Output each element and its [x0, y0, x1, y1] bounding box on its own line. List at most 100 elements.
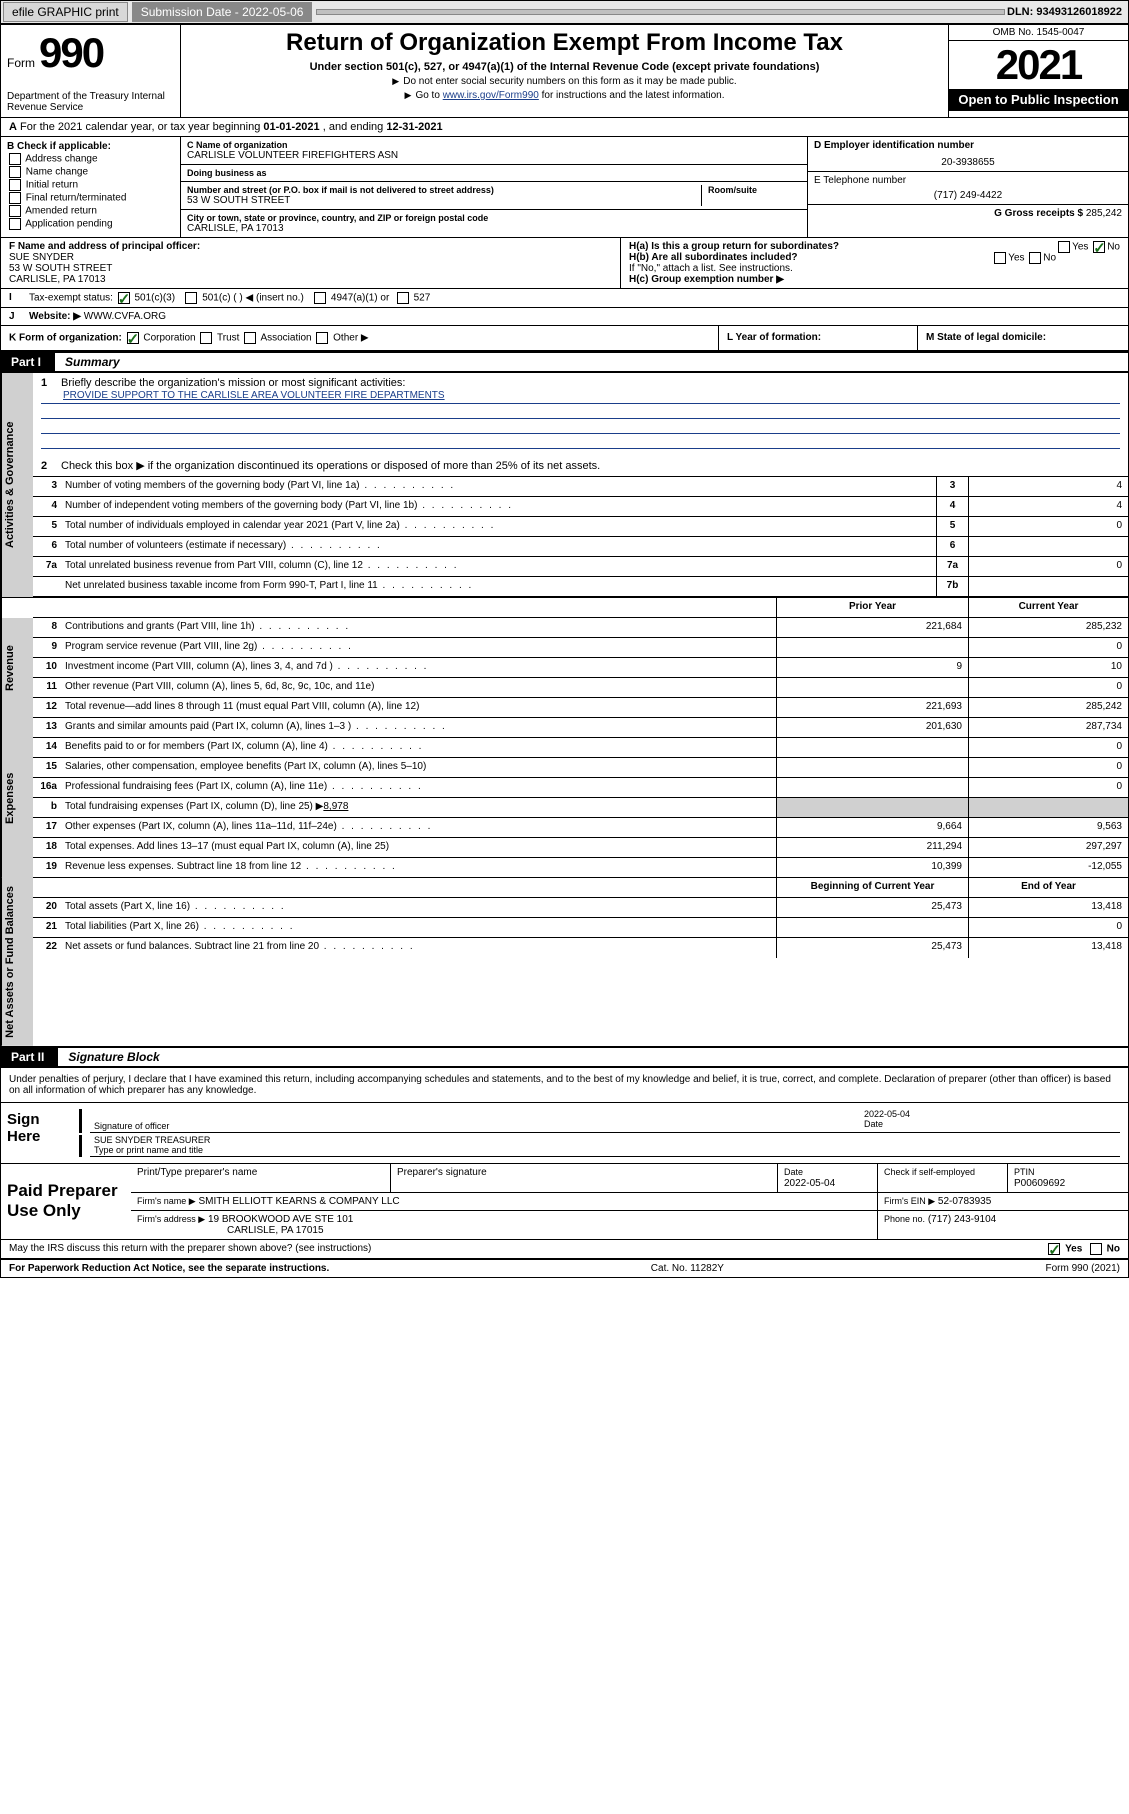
chk-other[interactable]: [316, 332, 328, 344]
prep-date-cell: Date2022-05-04: [778, 1164, 878, 1192]
part1-num: Part I: [1, 353, 51, 371]
irs-link[interactable]: www.irs.gov/Form990: [443, 90, 539, 101]
chk-501c3[interactable]: [118, 292, 130, 304]
q1-label: Briefly describe the organization's miss…: [61, 377, 405, 389]
form-container: Form 990 Department of the Treasury Inte…: [0, 24, 1129, 1278]
row-klm: K Form of organization: Corporation Trus…: [1, 326, 1128, 351]
row-15: 15Salaries, other compensation, employee…: [33, 758, 1128, 778]
form-number: Form 990: [7, 29, 174, 77]
firm-name-cell: Firm's name ▶ SMITH ELLIOTT KEARNS & COM…: [131, 1193, 878, 1210]
part2-title: Signature Block: [58, 1048, 1128, 1066]
chk-trust[interactable]: [200, 332, 212, 344]
org-name-label: C Name of organization: [187, 140, 801, 150]
firm-phone-cell: Phone no. (717) 243-9104: [878, 1211, 1128, 1239]
chk-501c[interactable]: [185, 292, 197, 304]
form-of-org: K Form of organization: Corporation Trus…: [1, 326, 718, 350]
hc-row: H(c) Group exemption number ▶: [629, 274, 1120, 285]
row-a-label: A: [9, 121, 17, 133]
part1-header: Part I Summary: [1, 351, 1128, 373]
net-col-headers: Beginning of Current Year End of Year: [33, 878, 1128, 898]
form-title: Return of Organization Exempt From Incom…: [189, 29, 940, 57]
phone-cell: E Telephone number (717) 249-4422: [808, 172, 1128, 205]
prep-self-emp: Check if self-employed: [878, 1164, 1008, 1192]
row-14: 14Benefits paid to or for members (Part …: [33, 738, 1128, 758]
street-cell: Number and street (or P.O. box if mail i…: [181, 182, 807, 210]
row-20: 20Total assets (Part X, line 16)25,47313…: [33, 898, 1128, 918]
end-year-header: End of Year: [968, 878, 1128, 897]
row-11: 11Other revenue (Part VIII, column (A), …: [33, 678, 1128, 698]
header-right: OMB No. 1545-0047 2021 Open to Public In…: [948, 25, 1128, 117]
sign-here-fields: Signature of officer 2022-05-04 Date SUE…: [71, 1103, 1128, 1163]
f-name: SUE SNYDER: [9, 252, 74, 263]
sign-here-label: Sign Here: [1, 1103, 71, 1163]
sig-name-title-cell: SUE SNYDER TREASURER Type or print name …: [90, 1135, 1120, 1157]
sig-date-cell: 2022-05-04 Date: [860, 1109, 1120, 1133]
chk-address-change[interactable]: Address change: [7, 153, 174, 165]
vtab-governance: Activities & Governance: [1, 373, 33, 597]
chk-4947[interactable]: [314, 292, 326, 304]
col-headers: Prior Year Current Year: [33, 598, 1128, 618]
chk-amended[interactable]: Amended return: [7, 205, 174, 217]
row-21: 21Total liabilities (Part X, line 26)0: [33, 918, 1128, 938]
city-cell: City or town, state or province, country…: [181, 210, 807, 237]
row-i: I Tax-exempt status: 501(c)(3) 501(c) ( …: [1, 289, 1128, 308]
street-value: 53 W SOUTH STREET: [187, 195, 701, 206]
subtitle-1: Under section 501(c), 527, or 4947(a)(1)…: [189, 61, 940, 73]
row-8: 8Contributions and grants (Part VIII, li…: [33, 618, 1128, 638]
row-4: 4Number of independent voting members of…: [33, 497, 1128, 517]
q2-text: Check this box ▶ if the organization dis…: [61, 460, 600, 472]
prep-sig-hdr: Preparer's signature: [391, 1164, 778, 1192]
ein-value: 20-3938655: [814, 157, 1122, 168]
row-7b: Net unrelated business taxable income fr…: [33, 577, 1128, 597]
col-b-checkboxes: B Check if applicable: Address change Na…: [1, 137, 181, 237]
expenses-section: Expenses 13Grants and similar amounts pa…: [1, 718, 1128, 878]
hb-yes-box[interactable]: [994, 252, 1006, 264]
current-year-header: Current Year: [968, 598, 1128, 617]
chk-association[interactable]: [244, 332, 256, 344]
chk-application-pending[interactable]: Application pending: [7, 218, 174, 230]
chk-527[interactable]: [397, 292, 409, 304]
revenue-section: Revenue 8Contributions and grants (Part …: [1, 618, 1128, 718]
discuss-yes-box[interactable]: [1048, 1243, 1060, 1255]
discuss-no-box[interactable]: [1090, 1243, 1102, 1255]
form-ref: Form 990 (2021): [1046, 1263, 1120, 1274]
sub3-pre: Go to: [415, 90, 442, 101]
ha-yes-box[interactable]: [1058, 241, 1070, 253]
principal-officer: F Name and address of principal officer:…: [1, 238, 621, 288]
hb-no-box[interactable]: [1029, 252, 1041, 264]
mission-text[interactable]: PROVIDE SUPPORT TO THE CARLISLE AREA VOL…: [63, 390, 445, 401]
chk-corporation[interactable]: [127, 332, 139, 344]
hb-note: If "No," attach a list. See instructions…: [629, 263, 1120, 274]
row-19: 19Revenue less expenses. Subtract line 1…: [33, 858, 1128, 878]
pra-notice: For Paperwork Reduction Act Notice, see …: [9, 1263, 329, 1274]
row-16a: 16aProfessional fundraising fees (Part I…: [33, 778, 1128, 798]
org-name-cell: C Name of organization CARLISLE VOLUNTEE…: [181, 137, 807, 165]
efile-print-button[interactable]: efile GRAPHIC print: [3, 2, 128, 22]
part1-title: Summary: [55, 353, 1128, 371]
chk-initial-return[interactable]: Initial return: [7, 179, 174, 191]
row-j: J Website: ▶ WWW.CVFA.ORG: [1, 308, 1128, 326]
room-label: Room/suite: [708, 185, 801, 195]
col-b-label: B Check if applicable:: [7, 141, 111, 152]
subtitle-2: Do not enter social security numbers on …: [189, 76, 940, 87]
firm-addr-cell: Firm's address ▶ 19 BROOKWOOD AVE STE 10…: [131, 1211, 878, 1239]
form-990-num: 990: [39, 29, 103, 77]
phone-value: (717) 249-4422: [814, 190, 1122, 201]
sub3-post: for instructions and the latest informat…: [539, 90, 725, 101]
perjury-declaration: Under penalties of perjury, I declare th…: [1, 1068, 1128, 1103]
open-public-badge: Open to Public Inspection: [949, 89, 1128, 111]
prep-ptin-cell: PTINP00609692: [1008, 1164, 1128, 1192]
form-header: Form 990 Department of the Treasury Inte…: [1, 25, 1128, 118]
subtitle-3: Go to www.irs.gov/Form990 for instructio…: [189, 90, 940, 101]
row-7a: 7aTotal unrelated business revenue from …: [33, 557, 1128, 577]
ha-no-box[interactable]: [1093, 241, 1105, 253]
gross-receipts-value: 285,242: [1086, 208, 1122, 219]
tax-exempt-label: Tax-exempt status:: [29, 293, 113, 304]
prior-year-header: Prior Year: [776, 598, 968, 617]
gross-receipts-cell: G Gross receipts $ 285,242: [808, 205, 1128, 222]
vtab-net-assets: Net Assets or Fund Balances: [1, 878, 33, 1046]
row-f-h: F Name and address of principal officer:…: [1, 238, 1128, 289]
f-addr2: CARLISLE, PA 17013: [9, 274, 106, 285]
chk-final-return[interactable]: Final return/terminated: [7, 192, 174, 204]
chk-name-change[interactable]: Name change: [7, 166, 174, 178]
